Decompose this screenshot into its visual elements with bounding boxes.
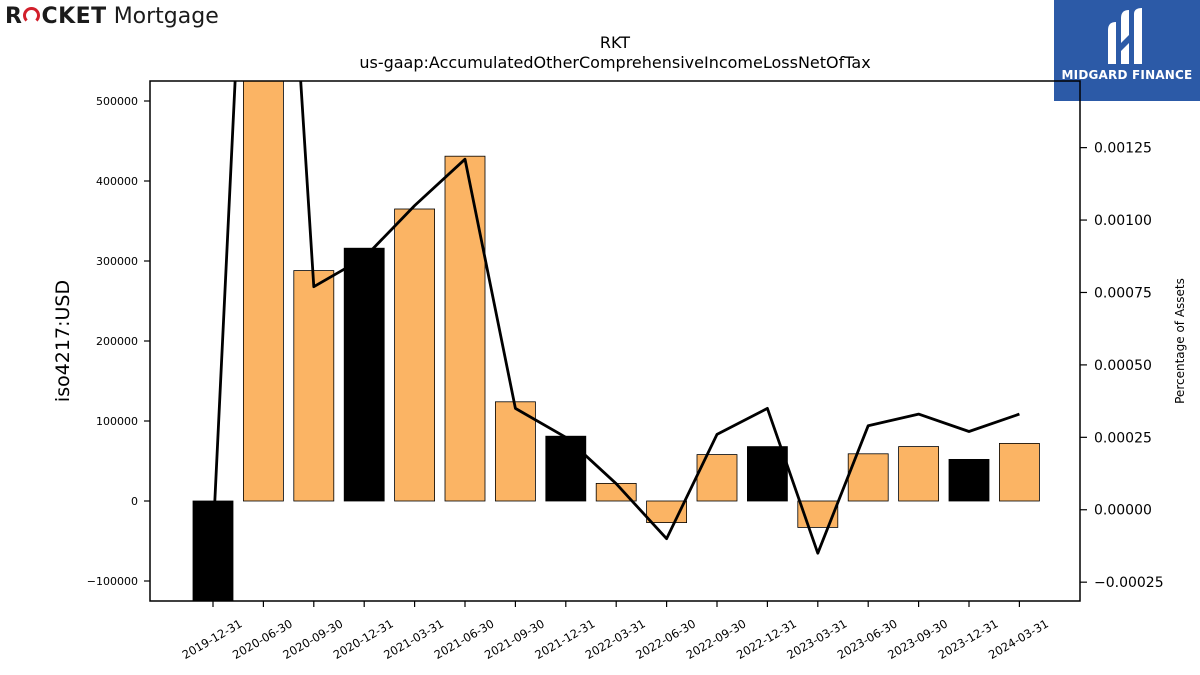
y-tick-label: −100000 — [87, 575, 138, 588]
bar-2023-12-31 — [948, 458, 990, 502]
logo-o-ring-icon — [23, 6, 41, 24]
y2-tick-label: 0.00125 — [1094, 141, 1152, 157]
y2-tick-label: 0.00075 — [1094, 285, 1152, 301]
midgard-m-icon — [1108, 8, 1142, 64]
bar-2020-06-30 — [242, 81, 284, 502]
y-tick-label: 500000 — [96, 95, 138, 108]
y-tick-label: 200000 — [96, 335, 138, 348]
y-axis-label: iso4217:USD — [52, 280, 74, 402]
y2-tick-label: 0.00025 — [1094, 430, 1152, 446]
y2-tick-label: −0.00025 — [1094, 575, 1164, 591]
y2-tick-label: 0.00100 — [1094, 213, 1152, 229]
bar-2020-09-30 — [293, 270, 335, 502]
y2-tick-label: 0.00000 — [1094, 503, 1152, 519]
bar-2023-09-30 — [898, 446, 939, 502]
bar-2022-12-31 — [747, 446, 788, 502]
y-tick-label: 300000 — [96, 255, 138, 268]
bar-2020-12-31 — [343, 247, 385, 502]
line-layer — [211, 81, 1020, 555]
bar-2021-06-30 — [444, 155, 486, 502]
bar-2023-06-30 — [847, 453, 889, 502]
logo-wordmark-mortgage: Mortgage — [113, 3, 219, 29]
rocket-mortgage-logo: R CKET Mortgage — [5, 2, 219, 30]
chart-title: RKT — [600, 33, 630, 52]
brand-name: MIDGARD FINANCE — [1061, 68, 1193, 82]
plot-frame — [149, 80, 1081, 602]
chart-subtitle: us-gaap:AccumulatedOtherComprehensiveInc… — [359, 53, 870, 72]
midgard-finance-logo: MIDGARD FINANCE — [1054, 0, 1200, 101]
y2-tick-label: 0.00050 — [1094, 358, 1152, 374]
bar-2021-09-30 — [494, 401, 536, 502]
y-tick-label: 0 — [131, 495, 138, 508]
logo-wordmark-rocket: R CKET — [5, 3, 107, 29]
bar-2024-03-31 — [999, 442, 1040, 502]
y-tick-label: 100000 — [96, 415, 138, 428]
y2-axis-label: Percentage of Assets — [1173, 278, 1187, 404]
bars-layer — [192, 81, 1040, 601]
y-tick-label: 400000 — [96, 175, 138, 188]
bar-2021-03-31 — [394, 208, 436, 502]
bar-2021-12-31 — [545, 435, 587, 502]
